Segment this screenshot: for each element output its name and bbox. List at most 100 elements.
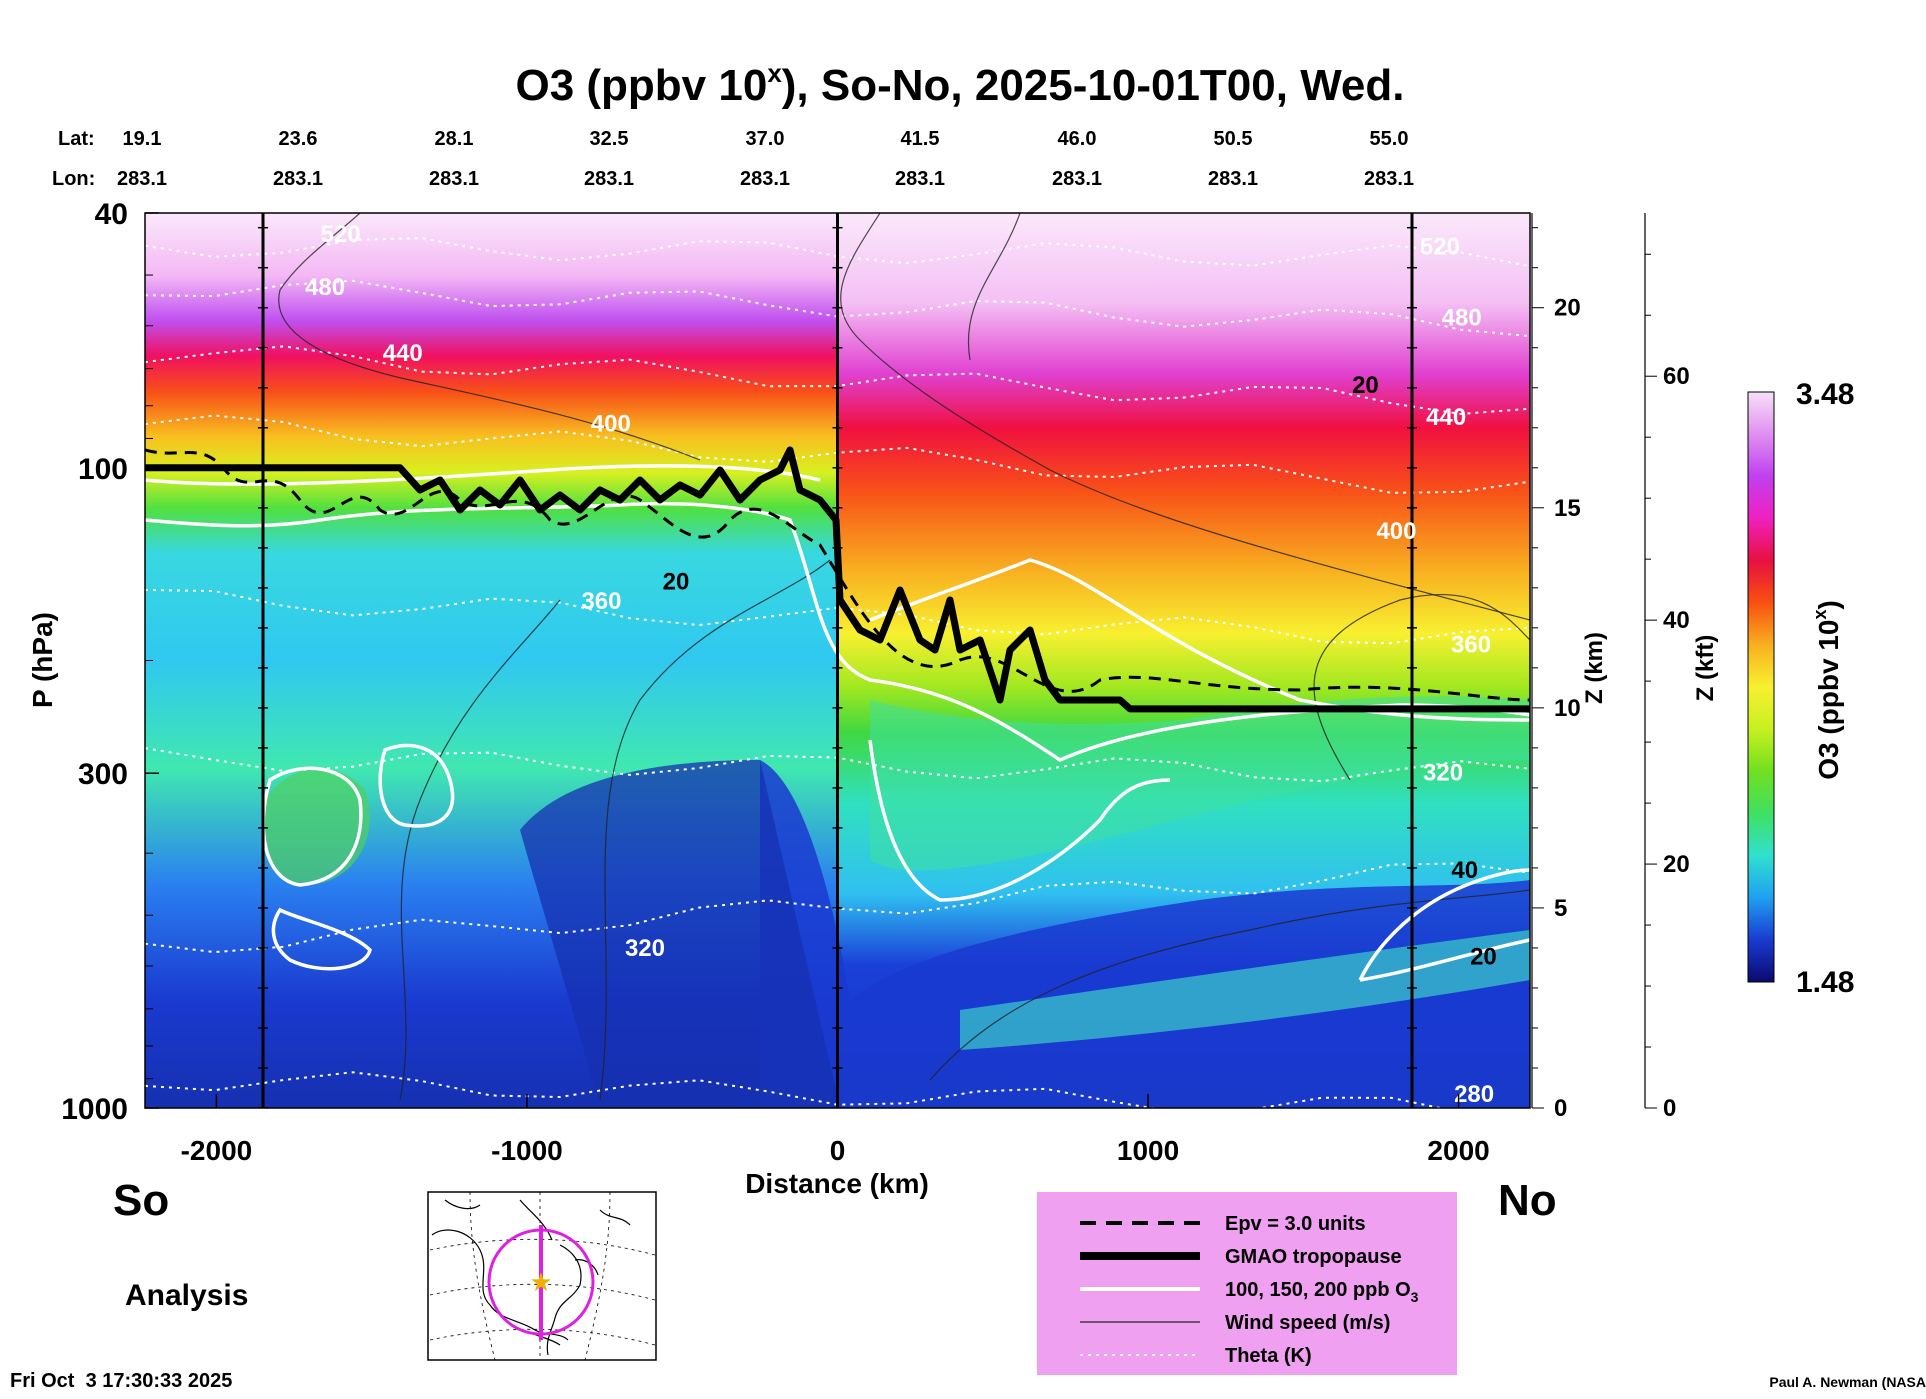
contour-labels: 520 480 440 400 360 320 520 480 440 400 360 320 280 2… xyxy=(305,221,1497,1108)
colorbar-min-label: 1.48 xyxy=(1796,966,1854,999)
z-kft-tick-label: 60 xyxy=(1663,363,1690,390)
wind-contour xyxy=(278,213,701,461)
lat-tick-labels: 19.1 23.6 28.1 32.5 37.0 41.5 46.0 50.5 55.0 xyxy=(123,128,1409,150)
ozone-lower-cyan-band xyxy=(960,930,1530,1050)
lon-tick: 283.1 xyxy=(1364,168,1414,190)
star-icon: ★ xyxy=(529,1267,552,1297)
theta-line xyxy=(145,588,1530,645)
z-kft-tick-label: 40 xyxy=(1663,607,1690,634)
z-kft-tick-label: 20 xyxy=(1663,851,1690,878)
x-tick-label: -2000 xyxy=(181,1135,253,1166)
analysis-label: Analysis xyxy=(125,1279,248,1312)
theta-label: 520 xyxy=(321,221,361,248)
wind-contour xyxy=(840,213,1530,621)
z-km-axis-label: Z (km) xyxy=(1581,632,1608,704)
wind-label: 20 xyxy=(663,569,690,596)
legend-label: Wind speed (m/s) xyxy=(1225,1312,1390,1334)
z-kft-tick-label: 0 xyxy=(1663,1095,1676,1122)
ozone-contour xyxy=(1358,868,1530,981)
lat-label: Lat: xyxy=(58,128,95,150)
legend: Epv = 3.0 units GMAO tropopause 100, 150, … xyxy=(1037,1192,1457,1375)
lat-tick: 50.5 xyxy=(1214,128,1253,150)
lat-tick: 28.1 xyxy=(435,128,474,150)
z-km-tick-label: 5 xyxy=(1554,895,1567,922)
theta-line xyxy=(145,345,1530,416)
direction-left: So xyxy=(113,1176,169,1225)
lat-tick: 41.5 xyxy=(901,128,940,150)
x-tick-label: 1000 xyxy=(1117,1135,1179,1166)
ozone-contour xyxy=(869,558,1530,722)
lon-tick: 283.1 xyxy=(1052,168,1102,190)
chart-title: O3 (ppbv 10x), So-No, 2025-10-01T00, Wed… xyxy=(515,58,1404,110)
wind-speed-contours xyxy=(278,213,1530,1101)
tropopause-line xyxy=(145,446,1530,713)
x-tick-label: -1000 xyxy=(491,1135,563,1166)
legend-label: Epv = 3.0 units xyxy=(1225,1213,1366,1235)
lat-tick: 55.0 xyxy=(1370,128,1409,150)
theta-label: 280 xyxy=(1454,1081,1494,1108)
wind-contour xyxy=(929,889,1530,1081)
colorbar-max-label: 3.48 xyxy=(1796,378,1854,411)
colorbar: 3.48 1.48 O3 (ppbv 10x) xyxy=(1747,378,1854,999)
ozone-contour xyxy=(271,907,372,971)
ozone-contour xyxy=(378,743,455,828)
z-km-tick-label: 15 xyxy=(1554,495,1581,522)
z-km-axis: 0 5 10 15 20 xyxy=(1531,213,1581,1122)
x-axis: -2000 -1000 0 1000 2000 xyxy=(181,1094,1490,1166)
z-km-tick-label: 20 xyxy=(1554,295,1581,322)
lat-tick: 46.0 xyxy=(1058,128,1097,150)
theta-line xyxy=(145,862,1530,954)
lon-tick: 283.1 xyxy=(584,168,634,190)
wind-contour xyxy=(1313,594,1530,781)
legend-label: GMAO tropopause xyxy=(1225,1246,1402,1268)
ozone-green-patch xyxy=(262,768,370,885)
y-tick-label: 1000 xyxy=(61,1093,128,1126)
x-axis-label: Distance (km) xyxy=(745,1168,929,1199)
lat-tick: 23.6 xyxy=(279,128,318,150)
ozone-contour xyxy=(145,464,821,486)
colorbar-gradient xyxy=(1747,391,1775,983)
ozone-midlevel-green xyxy=(870,696,1530,871)
ozone-blue-column xyxy=(520,760,840,1108)
timestamp: Fri Oct 3 17:30:33 2025 xyxy=(10,1370,232,1392)
lon-label: Lon: xyxy=(52,168,95,190)
theta-label: 320 xyxy=(625,935,665,962)
theta-line xyxy=(145,237,1530,268)
z-kft-axis-label: Z (kft) xyxy=(1692,635,1719,702)
theta-label: 520 xyxy=(1420,234,1460,261)
ozone-contour xyxy=(1359,938,1530,982)
colorbar-title: O3 (ppbv 10x) xyxy=(1810,600,1844,780)
ozone-contour xyxy=(868,739,1171,902)
ozone-contour xyxy=(261,766,363,887)
legend-label: Theta (K) xyxy=(1225,1345,1312,1367)
lon-tick-labels: 283.1 283.1 283.1 283.1 283.1 283.1 283.1 283.1… xyxy=(117,168,1414,190)
z-kft-axis: 0 20 40 60 xyxy=(1644,213,1690,1122)
epv-line xyxy=(145,448,1530,702)
epv-dashed-line xyxy=(145,448,1530,702)
z-km-tick-label: 10 xyxy=(1554,695,1581,722)
plot-area: 520 480 440 400 360 320 520 480 440 400 360 320 280 2… xyxy=(145,213,1530,1108)
theta-label: 360 xyxy=(1451,631,1491,658)
wind-label: 20 xyxy=(1352,372,1379,399)
theta-label: 480 xyxy=(1442,304,1482,331)
y-tick-label: 300 xyxy=(78,758,128,791)
legend-label: 100, 150, 200 ppb O3 xyxy=(1225,1279,1419,1305)
theta-label: 440 xyxy=(383,340,423,367)
wind-contour xyxy=(599,559,831,1101)
lon-tick: 283.1 xyxy=(740,168,790,190)
z-km-tick-label: 0 xyxy=(1554,1095,1567,1122)
theta-label: 320 xyxy=(1423,759,1463,786)
wind-contour xyxy=(967,213,1021,361)
lon-tick: 283.1 xyxy=(1208,168,1258,190)
theta-label: 400 xyxy=(1376,518,1416,545)
direction-right: No xyxy=(1498,1176,1557,1225)
lon-tick: 283.1 xyxy=(429,168,479,190)
theta-line xyxy=(145,1071,1446,1108)
lat-tick: 19.1 xyxy=(123,128,162,150)
lon-tick: 283.1 xyxy=(895,168,945,190)
vertical-marker-lines xyxy=(258,213,1417,1108)
y-axis-label: P (hPa) xyxy=(27,612,58,708)
wind-label: 20 xyxy=(1470,944,1497,971)
tropopause xyxy=(145,446,1530,713)
inset-map: ★ xyxy=(427,1191,657,1361)
